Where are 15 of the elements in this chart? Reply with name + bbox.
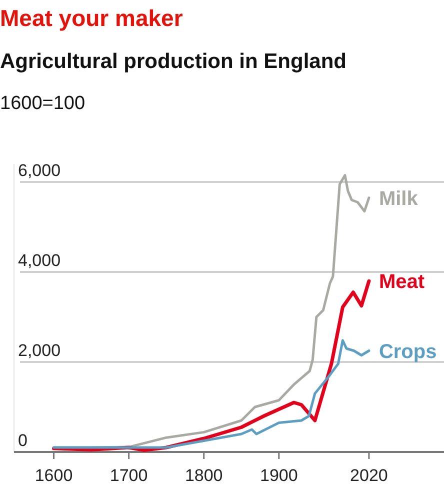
chart-title: Meat your maker	[0, 5, 183, 31]
series-label: Milk	[378, 188, 419, 210]
x-tick-label: 1900	[260, 466, 298, 485]
series-label: Crops	[378, 340, 437, 363]
y-tick-label: 6,000	[18, 161, 61, 180]
y-tick-label: 2,000	[18, 341, 61, 360]
y-axis-title: 1600=100	[0, 93, 86, 114]
x-tick-label: 2020	[350, 466, 388, 485]
series-label: Meat	[378, 271, 425, 293]
x-tick-label: 1700	[110, 466, 148, 485]
y-tick-label: 0	[18, 431, 28, 450]
y-tick-label: 4,000	[18, 251, 61, 270]
chart-subtitle: Agricultural production in England	[0, 50, 346, 73]
x-tick-label: 1600	[34, 466, 73, 485]
x-tick-label: 1800	[184, 466, 223, 485]
